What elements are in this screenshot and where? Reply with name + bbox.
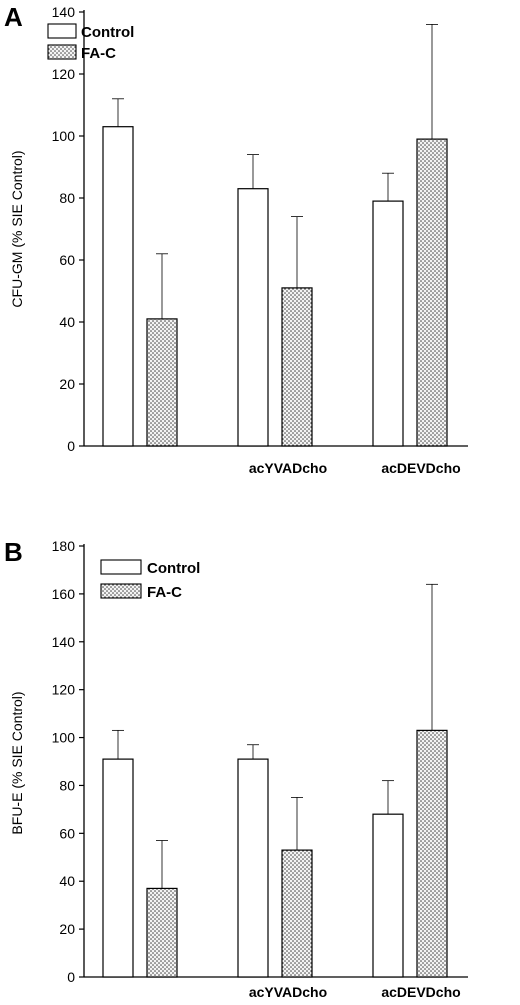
bar-control — [102, 126, 134, 447]
legend-swatch-control — [100, 559, 142, 575]
chart-panel-a: CFU-GM (% SIE Control) Control FA-C acYV… — [9, 4, 468, 476]
category-label-acdevdcho: acDEVDcho — [381, 984, 460, 1000]
y-tick-label: 60 — [59, 825, 75, 841]
bar-fa-c — [281, 287, 313, 447]
y-axis-label: CFU-GM (% SIE Control) — [9, 150, 25, 307]
bar-fa-c — [146, 887, 178, 978]
y-axis-label: BFU-E (% SIE Control) — [9, 691, 25, 834]
category-label-acyvadcho: acYVADcho — [249, 460, 327, 476]
legend-swatch-control — [47, 23, 77, 39]
y-tick-label: 180 — [52, 538, 76, 554]
bar-control — [237, 188, 269, 447]
y-tick-label: 40 — [59, 314, 75, 330]
y-tick-label: 20 — [59, 376, 75, 392]
y-tick-label: 100 — [52, 730, 76, 746]
y-tick-label: 40 — [59, 873, 75, 889]
y-tick-label: 80 — [59, 190, 75, 206]
bar-control — [372, 200, 404, 447]
bar-fa-c — [281, 849, 313, 978]
bar-fa-c — [416, 138, 448, 447]
category-label-acdevdcho: acDEVDcho — [381, 460, 460, 476]
y-tick-label: 0 — [67, 969, 75, 985]
y-tick-label: 0 — [67, 438, 75, 454]
legend-label-fa-c: FA-C — [147, 584, 182, 601]
legend-label-control: Control — [147, 560, 200, 577]
chart-panel-b: BFU-E (% SIE Control) Control FA-C acYVA… — [9, 538, 468, 1000]
legend-label-control: Control — [81, 24, 134, 41]
panel-a-letter: A — [4, 2, 23, 32]
y-tick-label: 60 — [59, 252, 75, 268]
bar-fa-c — [146, 318, 178, 447]
legend-swatch-fa-c — [47, 44, 77, 60]
y-tick-label: 20 — [59, 921, 75, 937]
y-tick-label: 140 — [52, 634, 76, 650]
bar-control — [372, 813, 404, 978]
y-tick-label: 120 — [52, 682, 76, 698]
bar-fa-c — [416, 729, 448, 978]
y-tick-label: 100 — [52, 128, 76, 144]
y-tick-label: 120 — [52, 66, 76, 82]
y-tick-label: 140 — [52, 4, 76, 20]
y-tick-label: 80 — [59, 777, 75, 793]
y-tick-label: 160 — [52, 586, 76, 602]
category-label-acyvadcho: acYVADcho — [249, 984, 327, 1000]
panel-b-letter: B — [4, 537, 23, 567]
legend-swatch-fa-c — [100, 583, 142, 599]
legend-label-fa-c: FA-C — [81, 45, 116, 62]
bar-control — [237, 758, 269, 978]
bar-control — [102, 758, 134, 978]
